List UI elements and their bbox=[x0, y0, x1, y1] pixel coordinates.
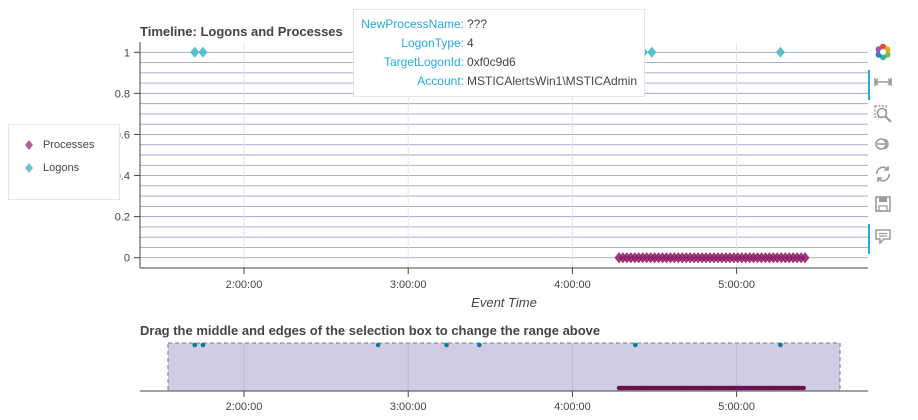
legend-item-processes[interactable]: Processes bbox=[23, 139, 94, 151]
tooltip-key: TargetLogonId: bbox=[383, 55, 464, 69]
y-tick-label: 0.2 bbox=[115, 212, 130, 224]
tooltip-key: LogonType: bbox=[401, 36, 464, 50]
tooltip-key: Account: bbox=[417, 74, 464, 88]
legend-label-logons: Logons bbox=[43, 162, 80, 174]
tooltip-row: NewProcessName: ??? bbox=[354, 17, 644, 33]
logon-marker[interactable] bbox=[190, 46, 200, 58]
tooltip-value: 4 bbox=[467, 36, 474, 50]
pan-tool-icon[interactable] bbox=[868, 70, 898, 100]
range-axes: 2:00:00 3:00:00 4:00:00 5:00:00 bbox=[140, 390, 868, 413]
plot-toolbar bbox=[868, 38, 898, 258]
range-x-tick-label: 5:00:00 bbox=[718, 401, 755, 413]
range-logon-dot bbox=[477, 342, 482, 348]
tooltip-value: ??? bbox=[467, 17, 488, 31]
box-zoom-icon[interactable] bbox=[868, 102, 898, 126]
processes-diamond-icon bbox=[25, 140, 33, 150]
range-logon-dot bbox=[200, 342, 206, 348]
main-plot-area[interactable] bbox=[140, 42, 868, 268]
process-marker[interactable] bbox=[800, 252, 810, 264]
save-icon[interactable] bbox=[868, 192, 898, 216]
wheel-zoom-icon[interactable] bbox=[868, 132, 898, 156]
reset-icon[interactable] bbox=[868, 162, 898, 186]
range-logon-dot bbox=[778, 342, 783, 348]
range-process-dot bbox=[801, 385, 806, 391]
x-tick-label: 3:00:00 bbox=[390, 279, 427, 291]
range-chart-title: Drag the middle and edges of the selecti… bbox=[140, 323, 600, 338]
hover-tooltip: NewProcessName: ??? LogonType: 4 TargetL… bbox=[353, 9, 645, 97]
range-x-tick-label: 2:00:00 bbox=[226, 401, 263, 413]
range-x-tick-label: 4:00:00 bbox=[554, 401, 591, 413]
tooltip-row: Account: MSTICAlertsWin1\MSTICAdmin bbox=[354, 74, 644, 90]
legend-label-processes: Processes bbox=[43, 139, 95, 151]
x-axis-label: Event Time bbox=[471, 295, 537, 310]
range-logon-dot bbox=[375, 342, 381, 348]
tooltip-value: MSTICAlertsWin1\MSTICAdmin bbox=[467, 74, 638, 88]
range-selection-box[interactable] bbox=[167, 342, 841, 392]
y-tick-label: 0 bbox=[124, 253, 130, 265]
bokeh-logo-icon[interactable] bbox=[868, 40, 898, 64]
logon-marker[interactable] bbox=[776, 46, 785, 58]
tooltip-row: LogonType: 4 bbox=[354, 36, 644, 52]
range-marks bbox=[192, 342, 806, 391]
legend: Processes Logons bbox=[8, 124, 120, 200]
x-tick-label: 4:00:00 bbox=[554, 279, 591, 291]
hover-tool-icon[interactable] bbox=[868, 224, 898, 254]
range-x-tick-label: 3:00:00 bbox=[390, 401, 427, 413]
main-marks bbox=[190, 46, 810, 264]
tooltip-row: TargetLogonId: 0xf0c9d6 bbox=[354, 55, 644, 71]
logons-diamond-icon bbox=[25, 163, 33, 173]
logon-marker[interactable] bbox=[198, 46, 208, 58]
x-tick-label: 2:00:00 bbox=[226, 279, 263, 291]
range-logon-dot bbox=[444, 342, 449, 348]
y-tick-label: 0.8 bbox=[115, 88, 130, 100]
tooltip-value: 0xf0c9d6 bbox=[467, 55, 516, 69]
tooltip-key: NewProcessName: bbox=[361, 17, 464, 31]
logon-marker[interactable] bbox=[647, 46, 657, 58]
legend-item-logons[interactable]: Logons bbox=[23, 162, 79, 174]
range-logon-dot bbox=[192, 342, 198, 348]
main-chart-title: Timeline: Logons and Processes bbox=[140, 24, 343, 39]
x-tick-label: 5:00:00 bbox=[718, 279, 755, 291]
y-tick-label: 1 bbox=[124, 47, 130, 59]
range-logon-dot bbox=[633, 342, 638, 348]
